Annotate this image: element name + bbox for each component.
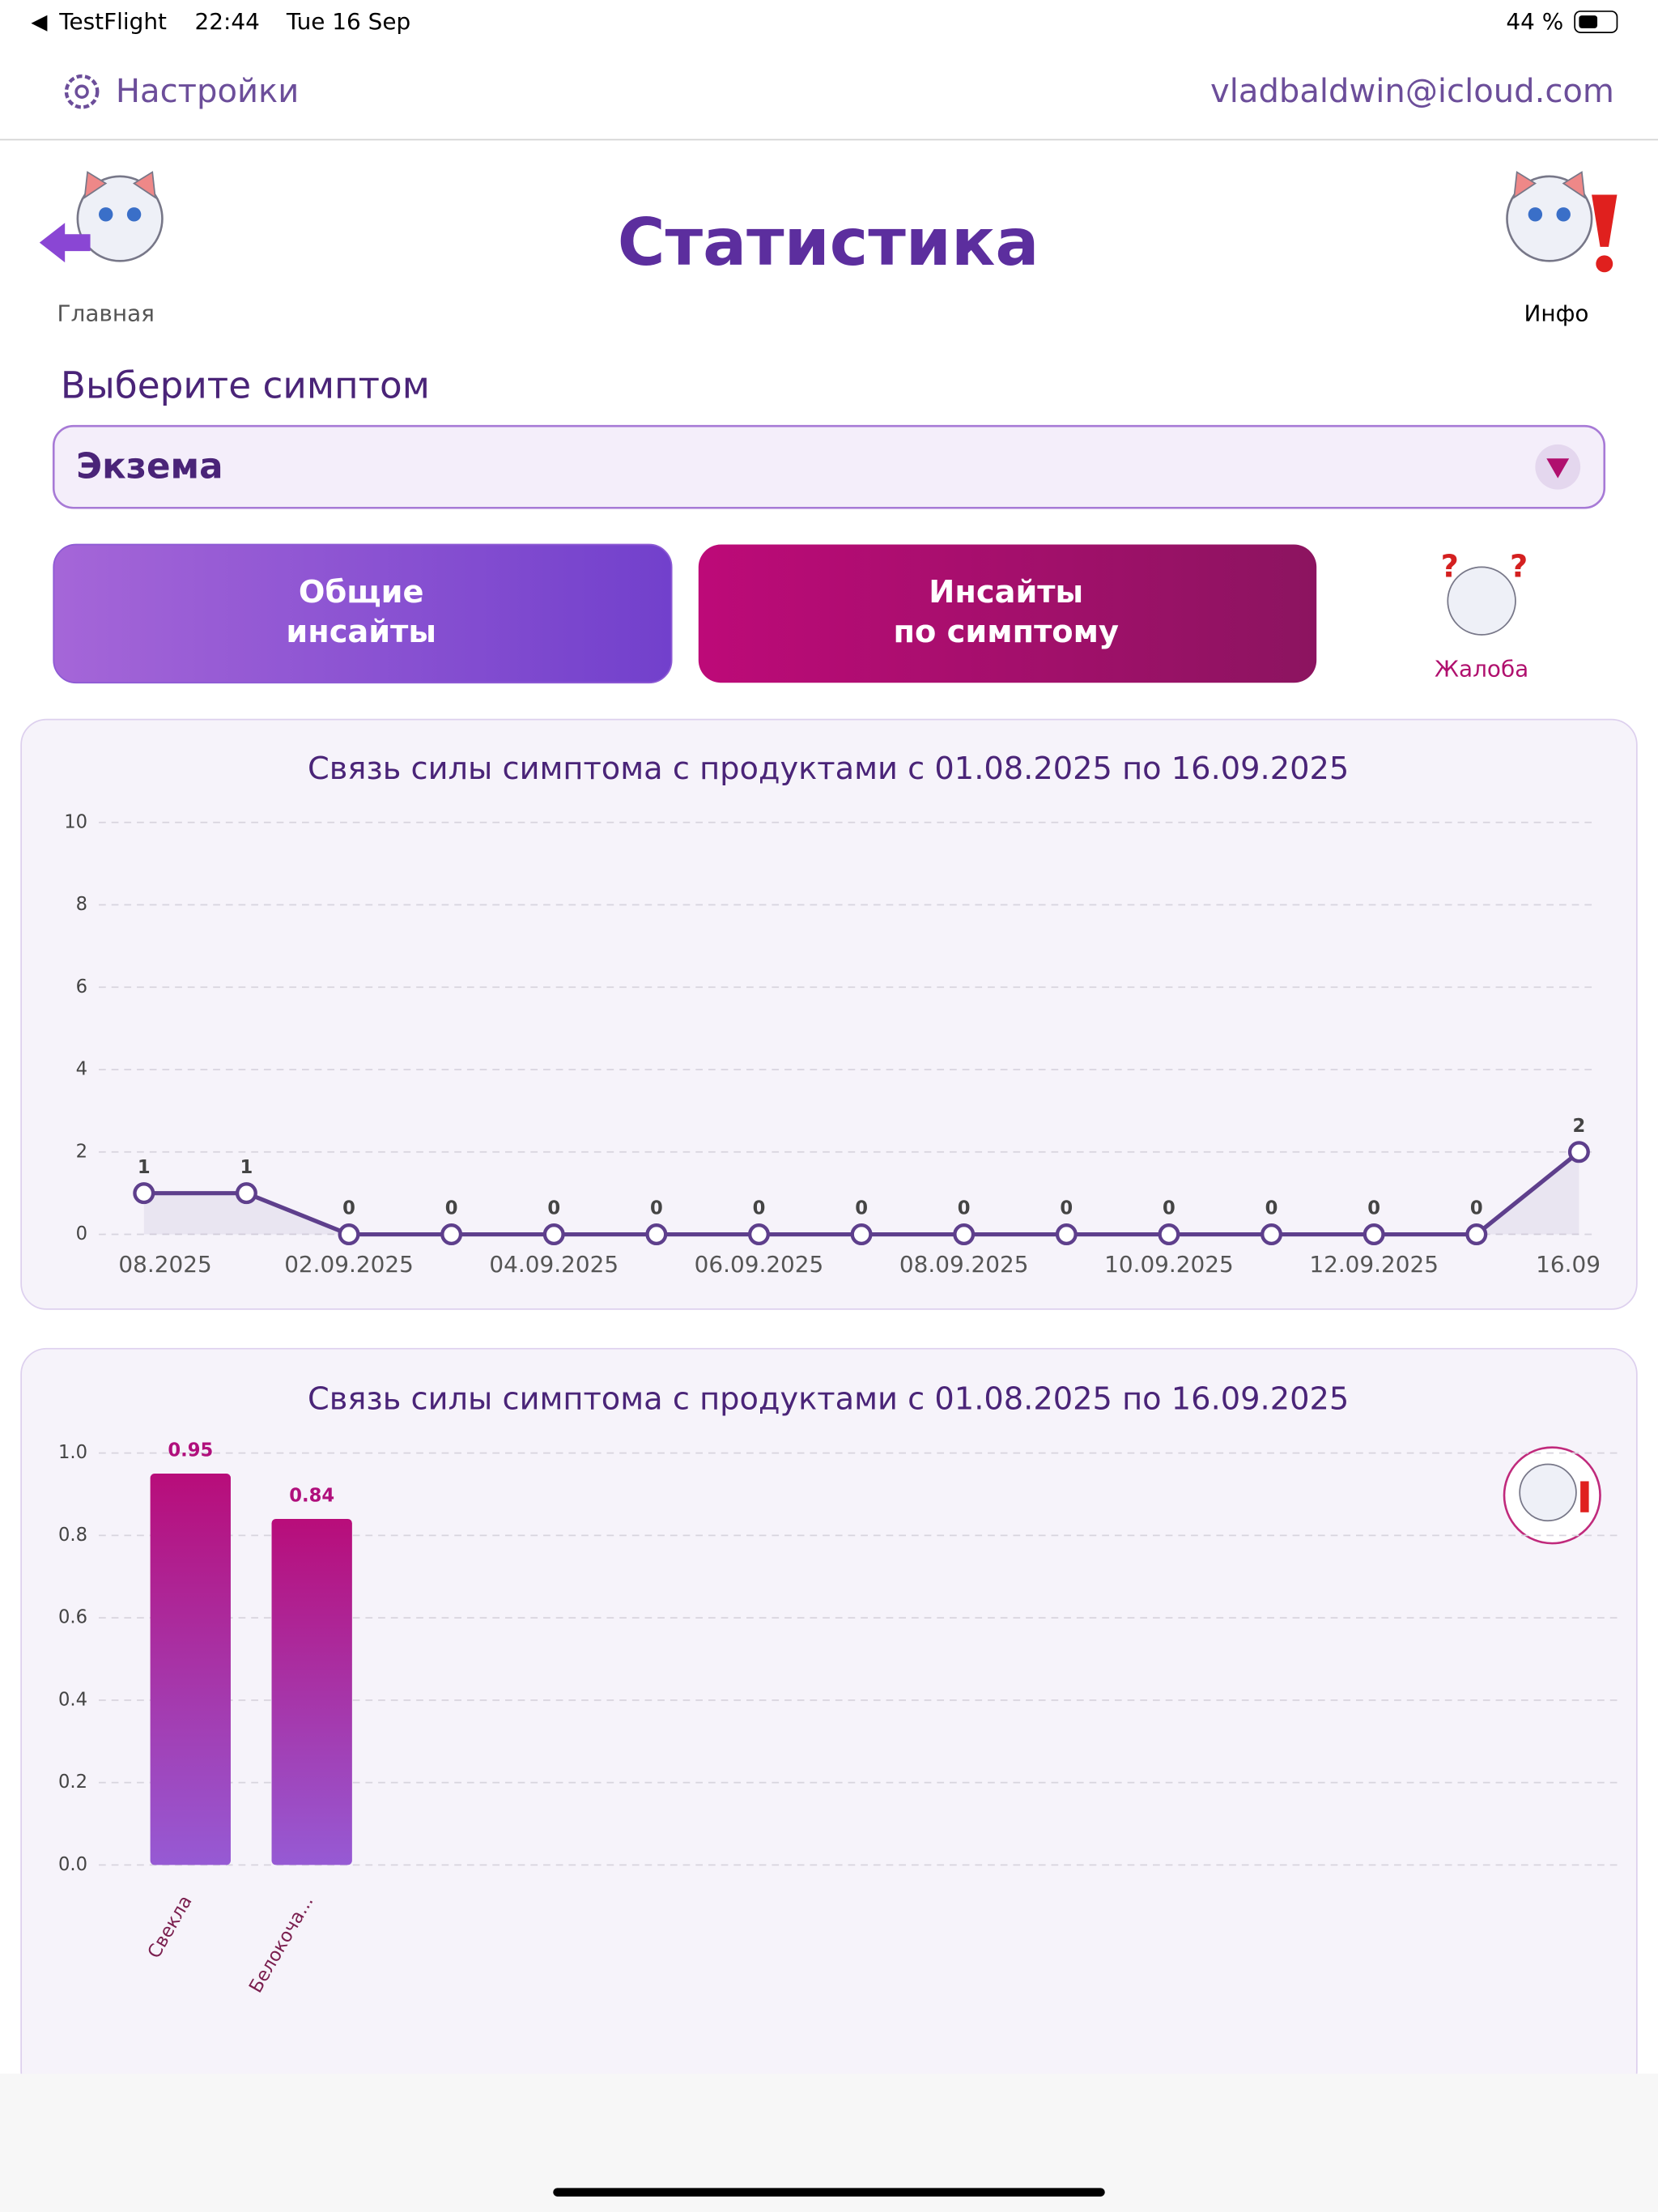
- home-cat[interactable]: [39, 171, 164, 263]
- data-label: 1: [138, 1157, 151, 1178]
- battery-level: [1579, 15, 1598, 28]
- point: [235, 1182, 257, 1205]
- data-label: 0: [650, 1198, 663, 1219]
- point: [338, 1223, 360, 1246]
- x-tick-label: 02.09.2025: [284, 1251, 414, 1278]
- general-insights-button[interactable]: [53, 543, 673, 684]
- line-chart-card: [20, 718, 1638, 1310]
- info-label[interactable]: Инфо: [1524, 300, 1589, 327]
- data-label: 0: [855, 1198, 868, 1219]
- svg-text:?: ?: [1441, 549, 1459, 585]
- y-tick-label: 1.0: [58, 1442, 87, 1463]
- date: Tue 16 Sep: [286, 8, 410, 35]
- cat-badge[interactable]: [1503, 1446, 1601, 1545]
- y-tick-label: 0.2: [58, 1772, 87, 1793]
- y-tick-label: 0.8: [58, 1525, 87, 1546]
- symptom-select[interactable]: [52, 424, 1606, 509]
- data-label: 0: [958, 1198, 971, 1219]
- point: [953, 1223, 976, 1246]
- data-label: 0.95: [168, 1440, 213, 1461]
- line-area: [143, 1151, 1579, 1235]
- chart-title: Связь силы симптома с продуктами с 01.08…: [308, 751, 1349, 787]
- back-arrow[interactable]: ◀: [31, 10, 48, 34]
- page-title: Статистика: [618, 205, 1039, 280]
- x-tick-label: 04.09.2025: [489, 1251, 619, 1278]
- bar: [271, 1519, 352, 1865]
- y-tick-label: 10: [64, 811, 87, 832]
- point: [542, 1223, 565, 1246]
- y-tick-label: 0.6: [58, 1607, 87, 1628]
- data-label: 0: [1367, 1198, 1380, 1219]
- button-text[interactable]: по симптому: [894, 614, 1119, 650]
- y-tick-label: 6: [76, 976, 87, 998]
- dropdown-arrow: [1546, 458, 1570, 479]
- select-label: Выберите симптом: [61, 364, 430, 407]
- battery-text: 44 %: [1506, 8, 1563, 35]
- x-tick-label: 12.09.2025: [1309, 1251, 1439, 1278]
- x-tick-label: 08.2025: [118, 1251, 211, 1278]
- settings-link[interactable]: Настройки: [116, 73, 299, 110]
- data-label: 0: [342, 1198, 355, 1219]
- info-cat[interactable]: [1506, 171, 1618, 273]
- data-label: 0.84: [289, 1486, 334, 1507]
- point: [1261, 1223, 1283, 1246]
- chart-title: Связь силы симптома с продуктами с 01.08…: [308, 1381, 1349, 1418]
- y-tick-label: 0.4: [58, 1689, 87, 1710]
- point: [747, 1223, 770, 1246]
- data-label: 0: [1265, 1198, 1278, 1219]
- svg-text:?: ?: [1510, 549, 1528, 585]
- time: 22:44: [195, 8, 260, 35]
- back-app[interactable]: TestFlight: [58, 8, 167, 35]
- point: [1363, 1223, 1385, 1246]
- y-tick-label: 4: [76, 1059, 87, 1080]
- y-tick-label: 0: [76, 1223, 87, 1244]
- button-text[interactable]: инсайты: [286, 614, 436, 650]
- y-tick-label: 8: [76, 894, 87, 915]
- x-tick-label: 16.09.2: [1536, 1251, 1622, 1278]
- point: [1158, 1223, 1180, 1246]
- data-label: 0: [1163, 1198, 1175, 1219]
- complaint-cat[interactable]: ??: [1441, 549, 1528, 636]
- symptom-insights-button[interactable]: [698, 544, 1317, 683]
- selected-symptom[interactable]: Экзема: [76, 446, 223, 487]
- email: vladbaldwin@icloud.com: [1210, 73, 1614, 110]
- x-tick-label: 08.09.2025: [899, 1251, 1029, 1278]
- button-text[interactable]: Инсайты: [929, 574, 1083, 610]
- data-label: 0: [1470, 1198, 1483, 1219]
- gear-icon[interactable]: [64, 74, 100, 109]
- y-tick-label: 2: [76, 1141, 87, 1162]
- point: [133, 1182, 155, 1205]
- button-text[interactable]: Общие: [299, 574, 424, 610]
- data-label: 0: [1060, 1198, 1073, 1219]
- bar: [150, 1474, 231, 1865]
- complaint-label[interactable]: Жалоба: [1435, 656, 1528, 683]
- x-tick-label: 10.09.2025: [1104, 1251, 1234, 1278]
- data-label: 2: [1573, 1116, 1586, 1137]
- data-label: 0: [753, 1198, 766, 1219]
- data-label: 0: [547, 1198, 560, 1219]
- gear-center: [74, 84, 89, 99]
- point: [645, 1223, 668, 1246]
- home-label[interactable]: Главная: [57, 300, 155, 327]
- x-axis-labels: 08.2025 02.09.2025 04.09.2025 06.09.2025 08.…: [118, 1251, 1622, 1278]
- battery: [1574, 11, 1618, 33]
- point: [850, 1223, 873, 1246]
- point: [440, 1223, 463, 1246]
- home-indicator: [553, 2188, 1105, 2197]
- x-tick-label: 06.09.2025: [695, 1251, 824, 1278]
- point: [1055, 1223, 1078, 1246]
- data-label: 0: [445, 1198, 458, 1219]
- point: [1465, 1223, 1488, 1246]
- data-label: 1: [240, 1157, 253, 1178]
- point: [1567, 1141, 1590, 1163]
- y-tick-label: 0.0: [58, 1854, 87, 1875]
